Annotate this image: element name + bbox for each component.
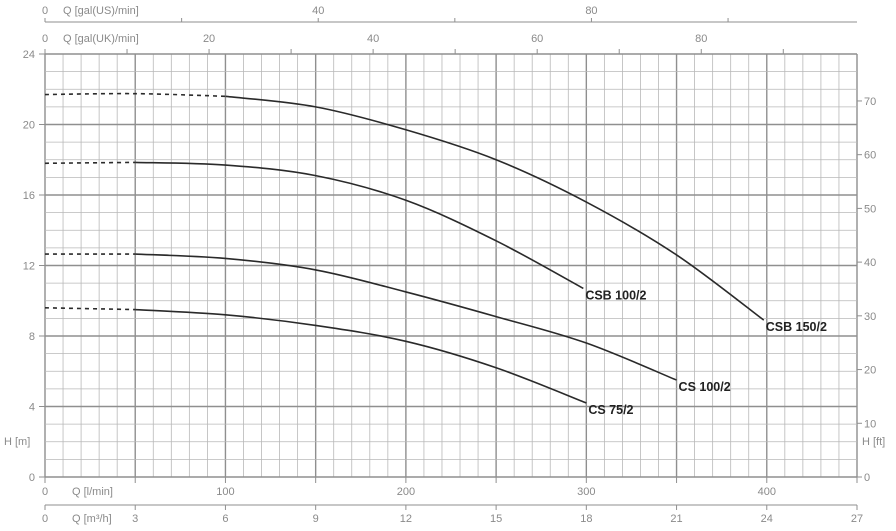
x-tick-label-lmin: 300: [577, 486, 595, 498]
x-tick-label-galus: 40: [312, 5, 324, 17]
x-tick-label-galuk: 40: [367, 33, 379, 45]
x-tick-label-lmin: 400: [758, 486, 776, 498]
x-axis-label-lmin: Q [l/min]: [72, 486, 113, 498]
y-tick-label-ft: 70: [864, 96, 876, 108]
curve-cs-100-2: [135, 253, 677, 381]
x-tick-label-lmin: 100: [216, 486, 234, 498]
x-tick-label-galuk: 60: [531, 33, 543, 45]
y-tick-label-ft: 0: [864, 472, 870, 484]
y-tick-label-ft: 40: [864, 257, 876, 269]
x-tick-label-m3h: 12: [400, 513, 412, 525]
x-tick-label-galuk: 0: [42, 33, 48, 45]
y-axis-label-m: H [m]: [4, 436, 30, 448]
x-tick-label-m3h: 6: [222, 513, 228, 525]
x-axis-label-galuk: Q [gal(UK)/min]: [63, 33, 139, 45]
x-tick-label-lmin: 200: [397, 486, 415, 498]
y-tick-label-ft: 10: [864, 418, 876, 430]
y-tick-label-m: 8: [29, 331, 35, 343]
y-tick-label-m: 12: [23, 261, 35, 273]
y-tick-label-m: 0: [29, 472, 35, 484]
y-tick-label-ft: 20: [864, 365, 876, 377]
curve-dashed: [44, 307, 136, 311]
x-tick-label-m3h: 3: [132, 513, 138, 525]
x-axis-label-m3h: Q [m³/h]: [72, 513, 112, 525]
curve-cs-75-2: [135, 308, 587, 404]
x-tick-label-m3h: 9: [313, 513, 319, 525]
y-tick-label-m: 24: [23, 49, 35, 61]
y-tick-label-m: 16: [23, 190, 35, 202]
curve-dashed: [44, 92, 226, 98]
y-tick-label-ft: 50: [864, 203, 876, 215]
series-label: CS 100/2: [679, 380, 731, 394]
x-tick-label-m3h: 15: [490, 513, 502, 525]
series-label: CSB 100/2: [585, 288, 646, 302]
x-tick-label-m3h: 24: [761, 513, 773, 525]
x-axis-label-galus: Q [gal(US)/min]: [63, 5, 139, 17]
y-tick-label-m: 20: [23, 120, 35, 132]
x-tick-label-galuk: 80: [695, 33, 707, 45]
curve-csb-150-2: [225, 95, 765, 321]
curve-dashed: [44, 161, 136, 165]
x-tick-label-galus: 0: [42, 5, 48, 17]
series-label: CSB 150/2: [766, 320, 827, 334]
x-tick-label-m3h: 27: [851, 513, 863, 525]
x-tick-label-galus: 80: [585, 5, 597, 17]
x-tick-label-m3h: 0: [42, 513, 48, 525]
x-tick-label-m3h: 21: [670, 513, 682, 525]
y-axis-label-ft: H [ft]: [862, 436, 885, 448]
y-tick-label-ft: 60: [864, 150, 876, 162]
curve-csb-100-2: [135, 161, 584, 290]
series-label: CS 75/2: [588, 403, 633, 417]
y-tick-label-m: 4: [29, 402, 35, 414]
y-tick-label-ft: 30: [864, 311, 876, 323]
x-tick-label-m3h: 18: [580, 513, 592, 525]
x-tick-label-lmin: 0: [42, 486, 48, 498]
x-tick-label-galuk: 20: [203, 33, 215, 45]
